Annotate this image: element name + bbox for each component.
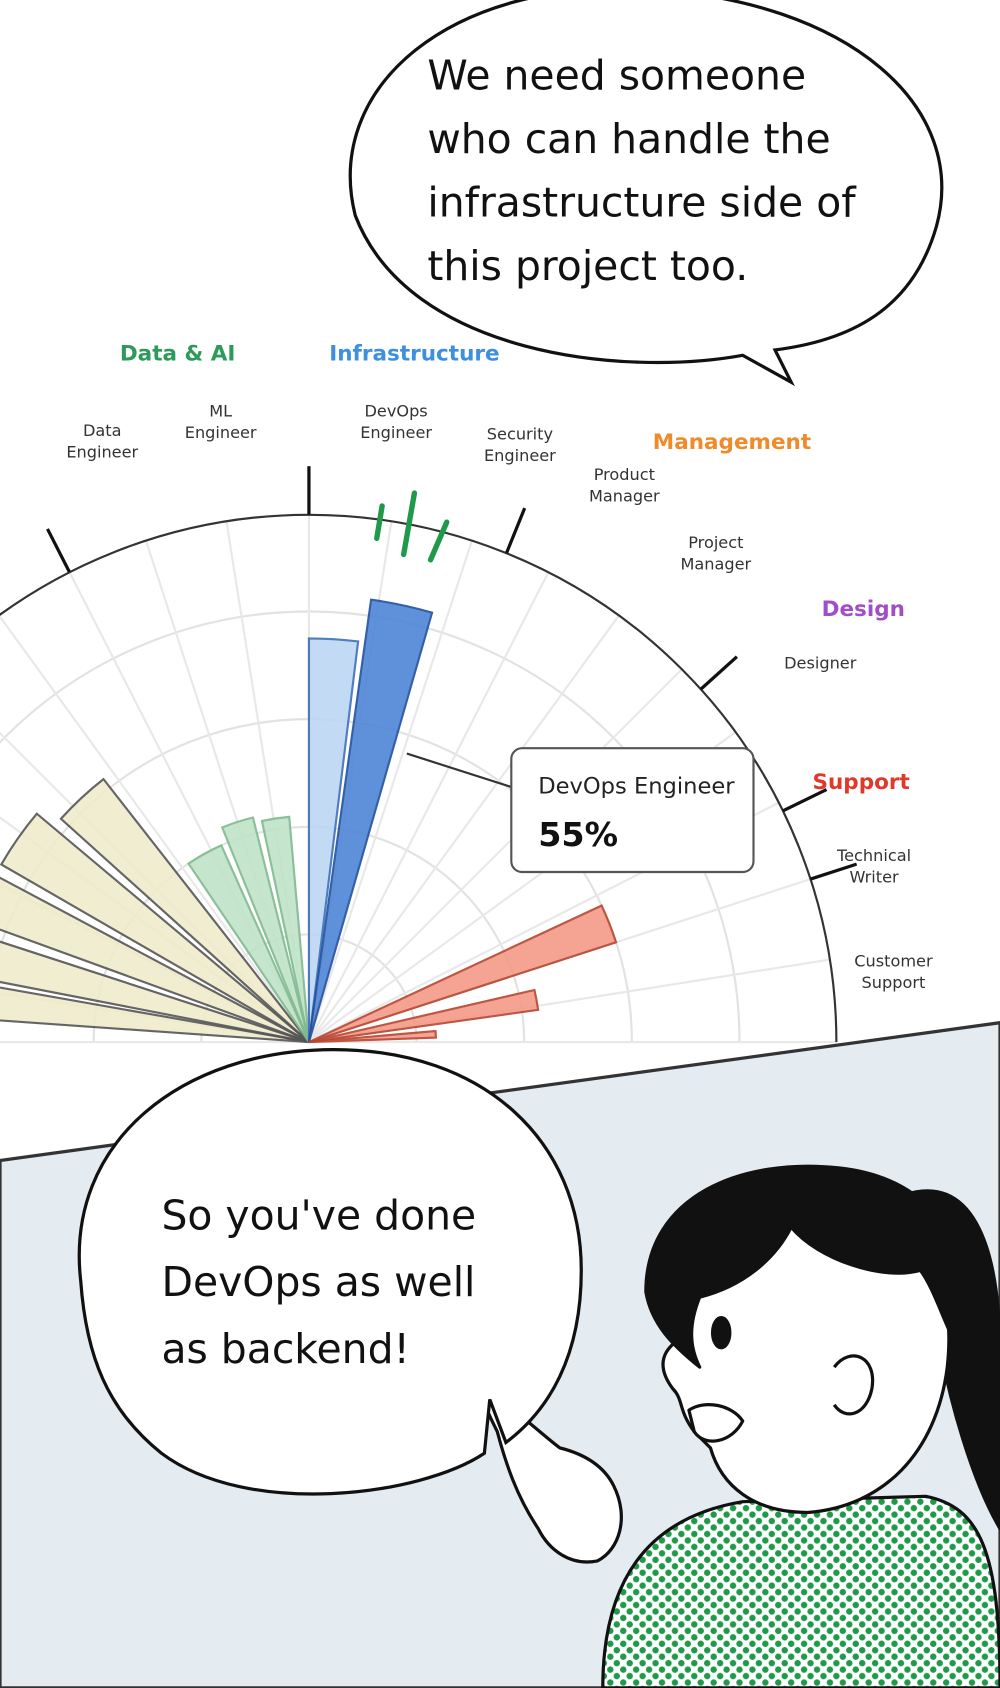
role-label: Designer <box>784 654 857 673</box>
role-label: ML <box>209 402 232 421</box>
polar-chart: Data & AI Infrastructure Management Design S… <box>0 342 933 1044</box>
grid-spoke <box>307 540 473 1043</box>
speech-bubble <box>348 0 944 387</box>
role-label: Engineer <box>484 446 556 465</box>
bubble-line: We need someone <box>427 51 806 99</box>
accent-stroke <box>427 519 450 563</box>
wedge <box>307 637 360 1043</box>
grid-spoke <box>307 571 550 1043</box>
role-label: DevOps <box>365 402 428 421</box>
bubble-line: infrastructure side of <box>427 178 857 226</box>
role-label: Technical <box>836 846 911 865</box>
wedge <box>308 904 618 1044</box>
role-label: Project <box>688 533 743 552</box>
group-label: Design <box>822 597 905 622</box>
bubble-line: DevOps as well <box>161 1258 475 1306</box>
tooltip-value: 55% <box>538 815 618 854</box>
bubble-text: We need someone who can handle the infrast… <box>427 51 857 290</box>
role-label: Engineer <box>66 443 138 462</box>
bubble-line: who can handle the <box>427 115 830 163</box>
bubble-line: as backend! <box>161 1325 410 1373</box>
character <box>485 1164 1000 1688</box>
tick <box>46 528 71 573</box>
tooltip <box>510 747 755 874</box>
bubble-line: So you've done <box>161 1191 476 1239</box>
accent-stroke <box>400 490 418 558</box>
group-label: Support <box>812 770 909 795</box>
accent-stroke <box>374 503 385 541</box>
wedge <box>0 986 310 1044</box>
tick <box>782 788 828 813</box>
wedge <box>0 812 310 1043</box>
role-label: Engineer <box>360 423 432 442</box>
grid-spoke <box>0 615 310 1043</box>
role-label: Customer <box>854 952 933 971</box>
role-label: Security <box>487 424 554 443</box>
wedge <box>308 1029 437 1044</box>
wedge <box>308 988 540 1044</box>
bubble-text: So you've done DevOps as well as backend! <box>161 1191 476 1372</box>
tooltip-leader <box>406 752 515 790</box>
role-label: Support <box>862 973 926 992</box>
tooltip-label: DevOps Engineer <box>538 773 735 799</box>
outer-arc <box>0 513 838 1043</box>
group-label: Data & AI <box>120 342 236 367</box>
bubble-line: this project too. <box>427 242 748 290</box>
wedge <box>220 816 310 1043</box>
grid-spoke <box>308 614 620 1043</box>
role-label: Data <box>83 421 122 440</box>
wedge <box>260 815 311 1043</box>
group-label: Infrastructure <box>329 342 499 367</box>
speech-bubble <box>77 1047 583 1496</box>
wedge <box>187 843 310 1043</box>
tick <box>810 862 858 881</box>
group-label: Management <box>653 430 811 455</box>
role-label: Writer <box>849 868 899 887</box>
tick <box>699 655 738 691</box>
role-label: Engineer <box>185 423 257 442</box>
wedge <box>0 940 310 1044</box>
role-label: Manager <box>589 487 660 506</box>
wedge <box>307 598 434 1043</box>
wedge <box>0 876 310 1044</box>
grid-spoke <box>308 668 683 1043</box>
wedge <box>59 777 310 1043</box>
tick <box>505 507 527 554</box>
role-label: Manager <box>680 555 751 574</box>
role-label: Product <box>594 465 655 484</box>
